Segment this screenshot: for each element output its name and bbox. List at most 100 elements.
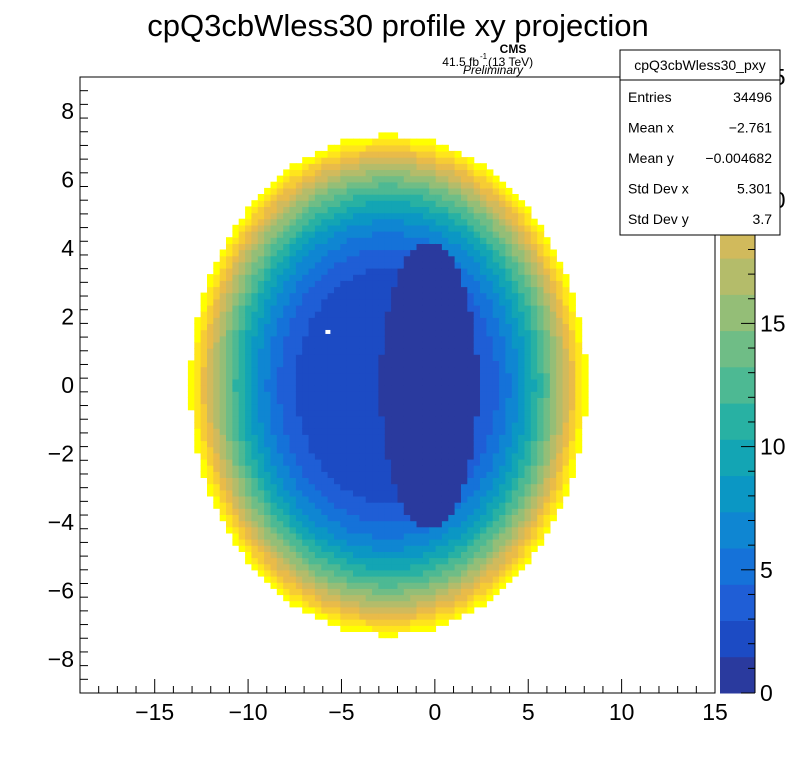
- heatmap-bin: [403, 255, 411, 263]
- cms-experiment-label: CMS: [500, 42, 527, 56]
- stats-row-value: 3.7: [753, 211, 773, 227]
- heatmap-bin: [556, 274, 564, 281]
- heatmap-bin: [289, 477, 297, 485]
- heatmap-bin: [568, 298, 576, 306]
- heatmap-bin: [397, 508, 405, 515]
- heatmap-bin: [549, 391, 557, 398]
- heatmap-bin: [486, 514, 494, 522]
- heatmap-bin: [391, 163, 399, 170]
- heatmap-bin: [219, 354, 227, 361]
- heatmap-bin: [340, 477, 348, 485]
- heatmap-bin: [264, 194, 271, 201]
- heatmap-bin: [264, 255, 271, 263]
- heatmap-bin: [340, 458, 348, 466]
- heatmap-bin: [187, 360, 195, 368]
- heatmap-bin: [321, 391, 329, 398]
- heatmap-bin: [530, 311, 538, 318]
- heatmap-bin: [245, 428, 252, 435]
- heatmap-bin: [384, 249, 392, 257]
- heatmap-bin: [295, 576, 303, 583]
- heatmap-bin: [334, 360, 341, 368]
- heatmap-bin: [353, 163, 360, 170]
- heatmap-bin: [505, 397, 513, 405]
- heatmap-bin: [365, 576, 373, 583]
- heatmap-bin: [448, 594, 456, 602]
- heatmap-bin: [518, 292, 526, 300]
- heatmap-bin: [397, 231, 405, 238]
- heatmap-bin: [251, 422, 259, 429]
- x-tick-label: −15: [135, 699, 174, 725]
- heatmap-bin: [283, 514, 291, 522]
- heatmap-bin: [251, 268, 259, 275]
- heatmap-bin: [314, 280, 322, 288]
- heatmap-bin: [530, 532, 538, 540]
- heatmap-bin: [511, 508, 519, 515]
- heatmap-bin: [461, 274, 468, 281]
- heatmap-bin: [359, 428, 367, 435]
- heatmap-bin: [340, 619, 348, 626]
- heatmap-bin: [270, 471, 278, 478]
- heatmap-bin: [327, 175, 335, 183]
- heatmap-bin: [283, 237, 291, 244]
- heatmap-bin: [397, 261, 405, 269]
- heatmap-bin: [581, 354, 589, 361]
- heatmap-bin: [365, 415, 373, 423]
- heatmap-bin: [499, 181, 507, 189]
- heatmap-bin: [245, 231, 252, 238]
- heatmap-bin: [270, 378, 278, 386]
- heatmap-bin: [403, 434, 411, 442]
- heatmap-bin: [219, 428, 227, 435]
- heatmap-bin: [308, 409, 316, 417]
- heatmap-bin: [473, 249, 481, 257]
- heatmap-bin: [346, 163, 354, 170]
- heatmap-bin: [295, 311, 303, 318]
- heatmap-bin: [200, 298, 208, 306]
- heatmap-bin: [327, 508, 335, 515]
- heatmap-bin: [435, 175, 443, 183]
- heatmap-bin: [461, 434, 468, 442]
- heatmap-bin: [448, 563, 456, 571]
- heatmap-bin: [238, 292, 246, 300]
- heatmap-bin: [391, 397, 399, 405]
- heatmap-bin: [480, 261, 487, 269]
- heatmap-bin: [334, 563, 341, 571]
- heatmap-bin: [486, 366, 494, 374]
- heatmap-bin: [245, 551, 252, 559]
- heatmap-bin: [346, 576, 354, 583]
- heatmap-bin: [372, 551, 380, 559]
- heatmap-bin: [295, 169, 303, 177]
- heatmap-bin: [226, 261, 233, 269]
- heatmap-bin: [264, 520, 271, 528]
- heatmap-bin: [429, 150, 437, 158]
- heatmap-bin: [194, 397, 202, 405]
- heatmap-bin: [270, 415, 278, 423]
- heatmap-bin: [556, 298, 564, 306]
- heatmap-bin: [213, 465, 221, 472]
- heatmap-bin: [410, 187, 418, 195]
- heatmap-bin: [314, 514, 322, 522]
- heatmap-bin: [410, 150, 418, 158]
- heatmap-bin: [422, 280, 430, 288]
- heatmap-bin: [467, 341, 475, 349]
- heatmap-bin: [359, 483, 367, 491]
- heatmap-bin: [359, 237, 367, 244]
- heatmap-bin: [295, 255, 303, 263]
- heatmap-bin: [441, 403, 449, 411]
- heatmap-bin: [295, 298, 303, 306]
- heatmap-bin: [492, 348, 500, 355]
- heatmap-bin: [543, 274, 551, 281]
- heatmap-bin: [238, 471, 246, 478]
- heatmap-bin: [416, 458, 424, 466]
- heatmap-bin: [422, 286, 430, 294]
- heatmap-bin: [372, 231, 380, 238]
- heatmap-bin: [378, 606, 386, 614]
- heatmap-bin: [327, 144, 335, 152]
- heatmap-bin: [429, 181, 437, 189]
- heatmap-bin: [346, 619, 354, 626]
- heatmap-bin: [499, 415, 507, 423]
- heatmap-bin: [467, 249, 475, 257]
- heatmap-bin: [372, 465, 380, 472]
- heatmap-bin: [295, 551, 303, 559]
- heatmap-bin: [334, 237, 341, 244]
- heatmap-bin: [226, 378, 233, 386]
